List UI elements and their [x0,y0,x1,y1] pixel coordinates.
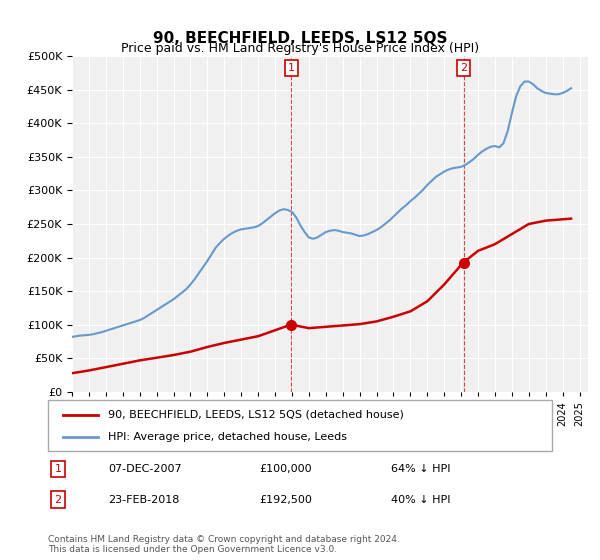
Text: £192,500: £192,500 [260,495,313,505]
Text: 2: 2 [460,63,467,73]
Text: 1: 1 [288,63,295,73]
FancyBboxPatch shape [48,400,552,451]
Text: £100,000: £100,000 [260,464,313,474]
Text: 2: 2 [55,495,62,505]
Text: 40% ↓ HPI: 40% ↓ HPI [391,495,450,505]
Text: Contains HM Land Registry data © Crown copyright and database right 2024.
This d: Contains HM Land Registry data © Crown c… [48,535,400,554]
Text: 07-DEC-2007: 07-DEC-2007 [109,464,182,474]
Text: 23-FEB-2018: 23-FEB-2018 [109,495,180,505]
Text: 90, BEECHFIELD, LEEDS, LS12 5QS: 90, BEECHFIELD, LEEDS, LS12 5QS [153,31,447,46]
Text: 64% ↓ HPI: 64% ↓ HPI [391,464,450,474]
Text: 1: 1 [55,464,62,474]
Text: Price paid vs. HM Land Registry's House Price Index (HPI): Price paid vs. HM Land Registry's House … [121,42,479,55]
Text: 90, BEECHFIELD, LEEDS, LS12 5QS (detached house): 90, BEECHFIELD, LEEDS, LS12 5QS (detache… [109,409,404,419]
Text: HPI: Average price, detached house, Leeds: HPI: Average price, detached house, Leed… [109,432,347,442]
